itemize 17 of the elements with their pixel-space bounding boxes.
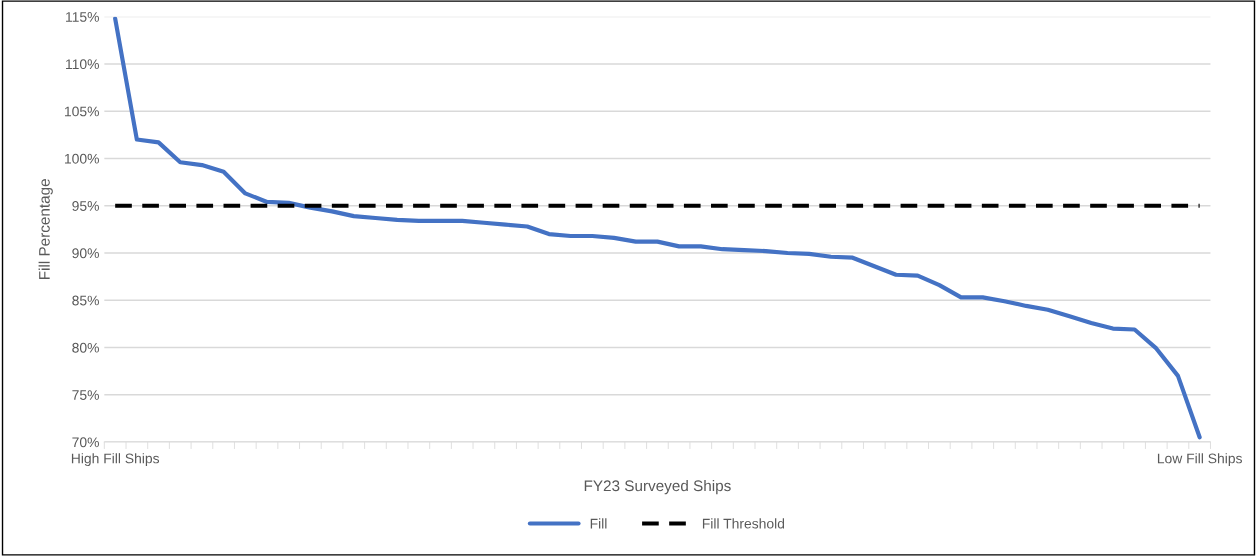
y-axis-title: Fill Percentage [38,179,53,280]
y-tick-label: 70% [72,437,99,448]
y-tick-label: 90% [72,248,99,259]
y-tick-label: 110% [66,59,99,70]
legend-label: Fill [590,518,607,529]
line-series [113,16,1202,440]
x-tick-label: Low Fill Ships [1157,453,1242,467]
y-tick-label: 75% [72,390,99,400]
y-tick-label: 85% [72,295,99,306]
y-tick-label: 115% [66,12,99,22]
x-axis-title: FY23 Surveyed Ships [584,479,731,495]
y-tick-label: 80% [72,342,99,353]
x-tick-label: High Fill Ships [71,453,160,467]
y-tick-label: 105% [65,106,99,117]
y-tick-label: 100% [65,153,99,164]
legend-label: Fill Threshold [702,518,785,529]
y-tick-label: 95% [72,201,99,211]
